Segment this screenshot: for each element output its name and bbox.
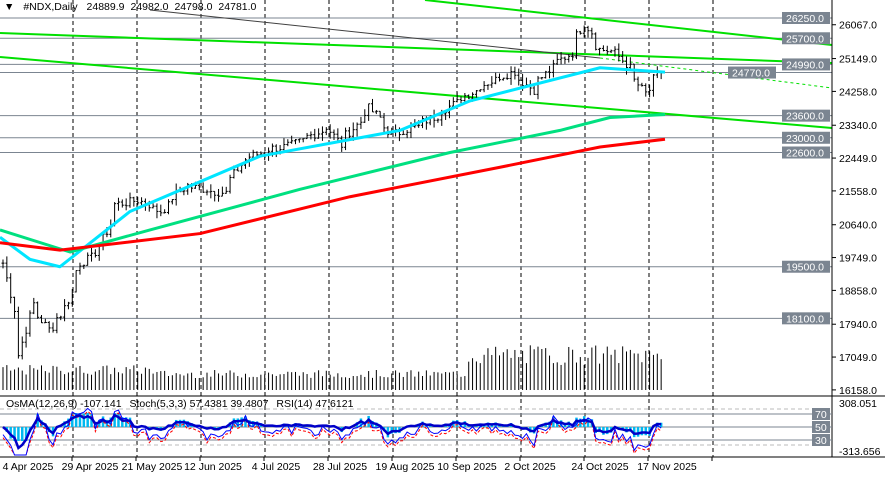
price-axis-label: 19749.0 [839, 253, 877, 265]
date-axis-label: 17 Nov 2025 [637, 461, 697, 473]
price-axis-label: 21558.0 [839, 186, 877, 198]
price-axis-label: 26067.0 [839, 20, 877, 32]
indicator-level-tag [812, 421, 830, 433]
level-tag [728, 66, 776, 79]
indicator-header: OsMA(12,26,9) -107.141 Stoch(5,3,3) 57.4… [6, 398, 358, 410]
date-axis-label: 12 Jun 2025 [184, 461, 242, 473]
date-axis-label: 2 Oct 2025 [504, 461, 556, 473]
level-tag [782, 131, 830, 144]
symbol-label: #NDX,Daily [23, 1, 78, 13]
chart-header: ▼ #NDX,Daily 24889.9 24982.0 24798.0 24781.… [4, 1, 262, 13]
rsi-line [2, 413, 662, 450]
indicator-axis-label: 308.051 [839, 398, 877, 410]
level-tag [782, 312, 830, 325]
rsi-label: RSI(14) 47.6121 [276, 398, 354, 410]
stoch-signal-line [2, 410, 662, 456]
triangle-down-icon[interactable]: ▼ [4, 1, 15, 13]
price-axis-label: 24258.0 [839, 86, 877, 98]
ma-slow-line [0, 137, 666, 252]
level-tag-label: 22600.0 [786, 148, 824, 160]
level-tag [782, 146, 830, 159]
level-tag-label: 23000.0 [786, 133, 824, 145]
date-axis-label: 29 Apr 2025 [62, 461, 119, 473]
level-tag [782, 109, 830, 122]
level-tag-label: 26250.0 [786, 13, 824, 25]
price-axis-label: 16158.0 [839, 385, 877, 397]
level-tag [782, 12, 830, 24]
date-axis-label: 4 Jul 2025 [252, 461, 301, 473]
low-value: 24798.0 [174, 1, 213, 13]
price-axis-label: 22449.0 [839, 153, 877, 165]
date-axis-label: 4 Apr 2025 [3, 461, 54, 473]
price-axis-label: 20640.0 [839, 220, 877, 232]
stoch-label: Stoch(5,3,3) 57.4381 39.4807 [129, 398, 269, 410]
osma-label: OsMA(12,26,9) -107.141 [6, 398, 122, 410]
ma-fast-line [0, 66, 666, 269]
level-tag-label: 23600.0 [786, 111, 824, 123]
price-axis-label: 25149.0 [839, 54, 877, 66]
date-axis-label: 19 Aug 2025 [376, 461, 435, 473]
level-tag-label: 24770.0 [732, 68, 770, 80]
trendline [0, 56, 833, 129]
trendline [424, 0, 833, 46]
indicator-axis-label: 30 [815, 435, 827, 447]
level-tag [782, 260, 830, 273]
trendline [0, 32, 833, 64]
price-axis-label: 17940.0 [839, 319, 877, 331]
level-tag-label: 24990.0 [786, 59, 824, 71]
level-tag [782, 32, 830, 45]
date-axis-label: 21 May 2025 [122, 461, 183, 473]
level-tag-label: 19500.0 [786, 262, 824, 274]
price-axis-label: 23340.0 [839, 120, 877, 132]
close-value: 24781.0 [218, 1, 257, 13]
indicator-level-tag [812, 434, 830, 446]
indicator-axis-label: -313.656 [839, 446, 881, 458]
date-axis-label: 28 Jul 2025 [313, 461, 367, 473]
level-tag [782, 58, 830, 71]
level-tag-label: 25700.0 [786, 33, 824, 45]
price-axis-label: 17049.0 [839, 352, 877, 364]
indicator-level-tag [812, 408, 830, 420]
indicator-axis-label: 70 [815, 409, 827, 421]
date-axis-label: 24 Oct 2025 [571, 461, 628, 473]
price-axis-label: 18858.0 [839, 285, 877, 297]
high-value: 24982.0 [130, 1, 169, 13]
indicator-axis-label: 50 [815, 422, 827, 434]
trendline [149, 9, 601, 59]
level-tag-label: 18100.0 [786, 313, 824, 325]
trendline [599, 57, 833, 89]
open-value: 24889.9 [86, 1, 125, 13]
date-axis-label: 10 Sep 2025 [437, 461, 497, 473]
